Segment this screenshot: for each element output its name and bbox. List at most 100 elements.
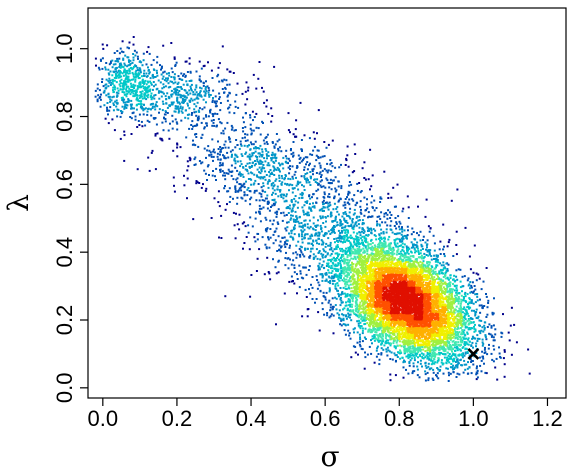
scatter-point [249,216,252,219]
scatter-point [339,224,342,227]
scatter-point [117,108,120,111]
scatter-point [300,222,303,224]
scatter-point [455,305,458,308]
scatter-point [271,154,274,157]
scatter-point [211,138,214,141]
scatter-point [244,199,247,202]
scatter-point [316,257,319,260]
scatter-point [277,149,280,152]
scatter-point [292,133,295,136]
scatter-point [245,180,247,183]
scatter-point [391,255,394,258]
scatter-point [325,177,328,180]
scatter-point [187,104,189,107]
scatter-point [443,245,445,248]
scatter-point [147,69,150,72]
scatter-point [396,183,399,186]
scatter-point [378,358,381,361]
scatter-point [356,189,359,192]
scatter-point [450,363,453,365]
scatter-point [389,255,392,258]
scatter-point [109,70,112,73]
scatter-point [286,239,289,242]
scatter-point [184,109,187,112]
scatter-point [173,88,176,91]
scatter-point [331,165,334,168]
scatter-point [306,161,309,164]
scatter-point [142,113,145,116]
scatter-point [299,254,301,256]
scatter-point [455,323,458,326]
scatter-point [428,269,431,271]
scatter-point [456,349,459,352]
scatter-point [459,312,462,315]
scatter-point [264,216,267,219]
scatter-point [130,103,133,106]
scatter-point [226,83,229,86]
scatter-point [277,147,280,150]
scatter-point [349,283,352,286]
scatter-point [194,163,197,166]
scatter-point [412,362,415,365]
scatter-point [299,249,302,252]
scatter-point [259,172,262,175]
scatter-point [265,230,268,233]
scatter-point [261,153,264,156]
scatter-point [255,270,258,272]
scatter-point [453,274,456,277]
scatter-point [407,372,410,375]
scatter-point [466,312,469,315]
scatter-point [369,188,371,191]
scatter-point [306,226,309,229]
scatter-point [417,263,420,266]
scatter-point [298,248,301,250]
scatter-point [106,102,109,104]
scatter-point [446,351,449,354]
scatter-point [239,143,242,146]
scatter-point [430,274,433,277]
scatter-point [344,198,347,200]
scatter-point [196,101,199,104]
scatter-point [142,107,145,110]
scatter-point [253,182,256,185]
scatter-point [132,73,135,76]
scatter-point [380,343,383,346]
scatter-point [378,328,381,331]
scatter-point [362,263,365,266]
scatter-point [306,247,309,250]
scatter-point [134,115,137,118]
scatter-point [179,107,182,110]
scatter-point [311,234,314,237]
scatter-point [461,329,464,332]
scatter-point [396,339,399,342]
scatter-point [189,157,192,160]
scatter-point [266,143,269,145]
scatter-point [482,330,485,333]
scatter-point [445,361,448,364]
scatter-point [133,84,136,87]
scatter-point [375,349,378,352]
scatter-point [200,137,203,139]
scatter-point [313,137,316,140]
scatter-point [288,184,291,187]
scatter-point [457,302,460,305]
scatter-point [298,216,301,219]
scatter-point [275,178,278,181]
scatter-point [474,293,477,296]
scatter-point [341,227,344,229]
scatter-point [363,317,365,320]
scatter-point [178,93,181,96]
scatter-point [339,267,342,270]
scatter-point [373,334,376,336]
scatter-point [474,314,477,317]
scatter-point [461,311,464,314]
scatter-point [165,102,168,105]
scatter-point [243,191,246,194]
scatter-point [173,184,175,187]
scatter-point [174,87,177,90]
scatter-point [344,304,347,307]
scatter-point [446,367,449,370]
scatter-point [480,370,483,373]
scatter-point [436,372,439,375]
scatter-point [363,244,365,247]
